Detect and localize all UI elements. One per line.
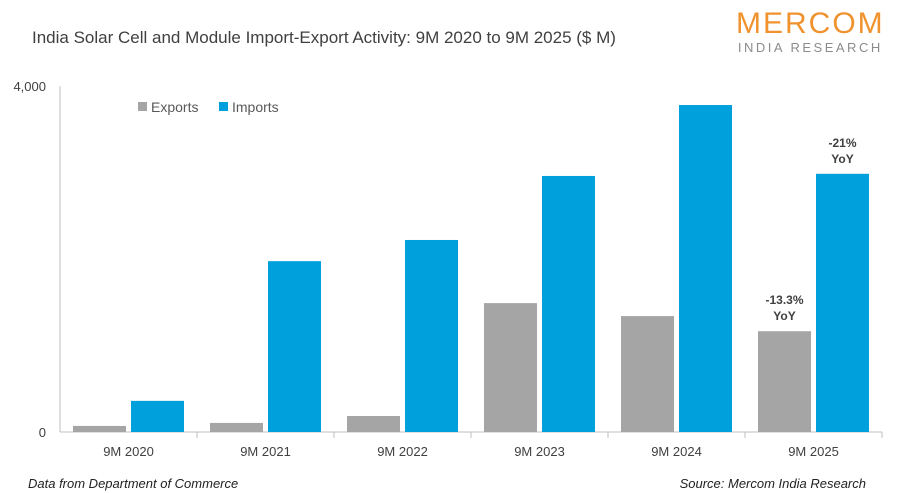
bar-exports [210, 422, 263, 432]
source-note: Source: Mercom India Research [679, 476, 866, 491]
bar-exports [621, 316, 674, 432]
y-tick-label: 4,000 [13, 79, 46, 94]
y-tick-label: 0 [39, 425, 46, 440]
bar-exports [347, 415, 400, 432]
bar-imports [816, 173, 869, 433]
bar-imports [542, 175, 595, 432]
legend-label: Imports [232, 99, 279, 115]
data-note: Data from Department of Commerce [28, 476, 239, 491]
x-tick-label: 9M 2023 [514, 444, 565, 459]
bar-exports [73, 425, 126, 432]
x-tick-label: 9M 2022 [377, 444, 428, 459]
legend-swatch [138, 102, 147, 111]
bar-imports [268, 261, 321, 432]
bar-imports [405, 239, 458, 432]
x-tick-label: 9M 2024 [651, 444, 702, 459]
bar-imports [131, 400, 184, 432]
chart-title: India Solar Cell and Module Import-Expor… [32, 28, 616, 47]
legend-label: Exports [151, 99, 198, 115]
x-tick-label: 9M 2025 [788, 444, 839, 459]
x-tick-label: 9M 2020 [103, 444, 154, 459]
logo-subtitle: INDIA RESEARCH [737, 40, 883, 55]
mercom-logo: MERCOM INDIA RESEARCH [736, 7, 885, 56]
bar-exports [484, 303, 537, 432]
bar-imports [679, 105, 732, 432]
legend-swatch [219, 102, 228, 111]
annotation-label: -21% [828, 136, 856, 150]
annotation-label: YoY [773, 309, 795, 323]
annotation-label: -13.3% [765, 293, 803, 307]
bar-exports [758, 331, 811, 432]
logo-name: MERCOM [736, 7, 885, 40]
annotation-label: YoY [831, 152, 853, 166]
x-tick-label: 9M 2021 [240, 444, 291, 459]
